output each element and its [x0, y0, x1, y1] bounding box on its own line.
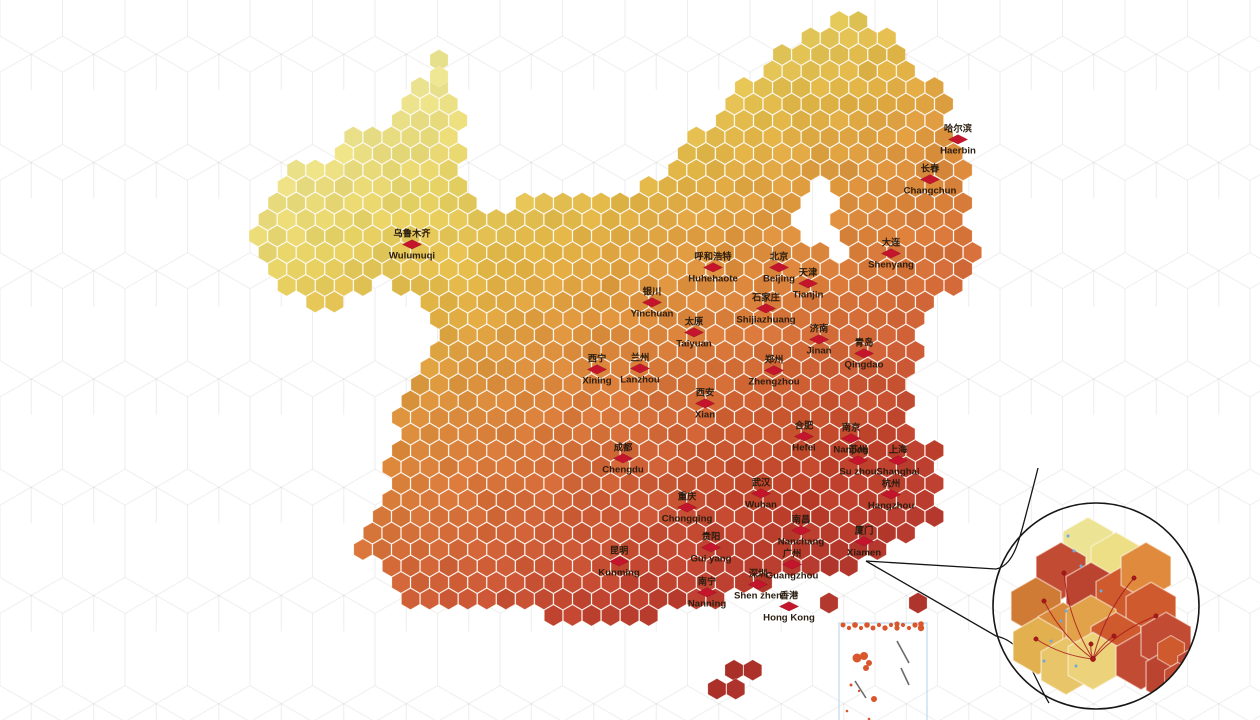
svg-text:Shen zhen: Shen zhen — [734, 591, 782, 602]
svg-text:Wulumuqi: Wulumuqi — [389, 251, 435, 262]
svg-text:Chengdu: Chengdu — [602, 465, 644, 476]
svg-text:杭州: 杭州 — [882, 478, 901, 489]
svg-text:Hefei: Hefei — [792, 443, 815, 454]
svg-text:Su zhou: Su zhou — [839, 467, 876, 478]
svg-text:Kunming: Kunming — [598, 568, 640, 579]
svg-text:Gui yang: Gui yang — [690, 554, 731, 565]
svg-text:Beijing: Beijing — [763, 274, 795, 285]
svg-text:深圳: 深圳 — [749, 568, 768, 579]
svg-text:石家庄: 石家庄 — [751, 292, 781, 303]
svg-text:Zhengzhou: Zhengzhou — [748, 377, 799, 388]
svg-text:乌鲁木齐: 乌鲁木齐 — [393, 228, 431, 239]
svg-text:呼和浩特: 呼和浩特 — [694, 251, 732, 262]
svg-text:Shenyang: Shenyang — [868, 260, 914, 271]
svg-text:重庆: 重庆 — [678, 491, 697, 502]
svg-text:兰州: 兰州 — [631, 352, 650, 363]
svg-text:Tianjin: Tianjin — [793, 290, 824, 301]
svg-text:成都: 成都 — [614, 442, 633, 453]
svg-text:大连: 大连 — [882, 237, 901, 248]
svg-text:Jinan: Jinan — [806, 346, 831, 357]
svg-text:Lanzhou: Lanzhou — [620, 375, 660, 386]
svg-text:上海: 上海 — [889, 444, 908, 455]
svg-text:苏州: 苏州 — [849, 444, 868, 455]
svg-text:昆明: 昆明 — [610, 546, 629, 556]
svg-text:Changchun: Changchun — [904, 186, 957, 197]
svg-text:青岛: 青岛 — [855, 337, 874, 348]
svg-text:西安: 西安 — [696, 387, 715, 398]
svg-text:南京: 南京 — [842, 422, 861, 433]
svg-text:Xian: Xian — [695, 410, 715, 421]
svg-text:Wuhan: Wuhan — [745, 500, 777, 511]
svg-text:Xiamen: Xiamen — [847, 548, 881, 559]
svg-text:南宁: 南宁 — [698, 576, 717, 587]
svg-text:武汉: 武汉 — [752, 477, 771, 488]
svg-text:Hangzhou: Hangzhou — [868, 501, 915, 512]
svg-text:贵阳: 贵阳 — [702, 531, 721, 542]
svg-text:Shijiazhuang: Shijiazhuang — [736, 315, 795, 326]
svg-text:Xining: Xining — [582, 376, 611, 387]
svg-text:济南: 济南 — [810, 323, 829, 334]
svg-text:郑州: 郑州 — [765, 354, 784, 365]
svg-text:Haerbin: Haerbin — [940, 146, 976, 157]
svg-text:北京: 北京 — [770, 251, 789, 262]
svg-text:天津: 天津 — [799, 267, 818, 278]
svg-text:西宁: 西宁 — [588, 353, 607, 364]
svg-text:香港: 香港 — [779, 590, 799, 601]
svg-text:Yinchuan: Yinchuan — [631, 309, 674, 320]
svg-text:Qingdao: Qingdao — [845, 360, 884, 371]
svg-text:Huhehaote: Huhehaote — [688, 274, 738, 285]
svg-text:太原: 太原 — [684, 316, 704, 327]
svg-text:合肥: 合肥 — [795, 420, 814, 431]
svg-text:Nanchang: Nanchang — [778, 537, 825, 548]
svg-text:广州: 广州 — [783, 548, 802, 559]
svg-text:Chongqing: Chongqing — [662, 514, 713, 525]
svg-text:Guangzhou: Guangzhou — [766, 571, 819, 582]
svg-text:Hong Kong: Hong Kong — [763, 613, 815, 624]
svg-text:厦门: 厦门 — [855, 525, 874, 536]
svg-text:南昌: 南昌 — [792, 514, 811, 525]
svg-text:Nanning: Nanning — [688, 599, 727, 610]
svg-text:哈尔滨: 哈尔滨 — [944, 123, 973, 134]
svg-text:长春: 长春 — [921, 163, 940, 174]
svg-text:Taiyuan: Taiyuan — [676, 339, 712, 350]
svg-text:Shanghai: Shanghai — [876, 467, 919, 478]
svg-text:银川: 银川 — [643, 286, 662, 297]
